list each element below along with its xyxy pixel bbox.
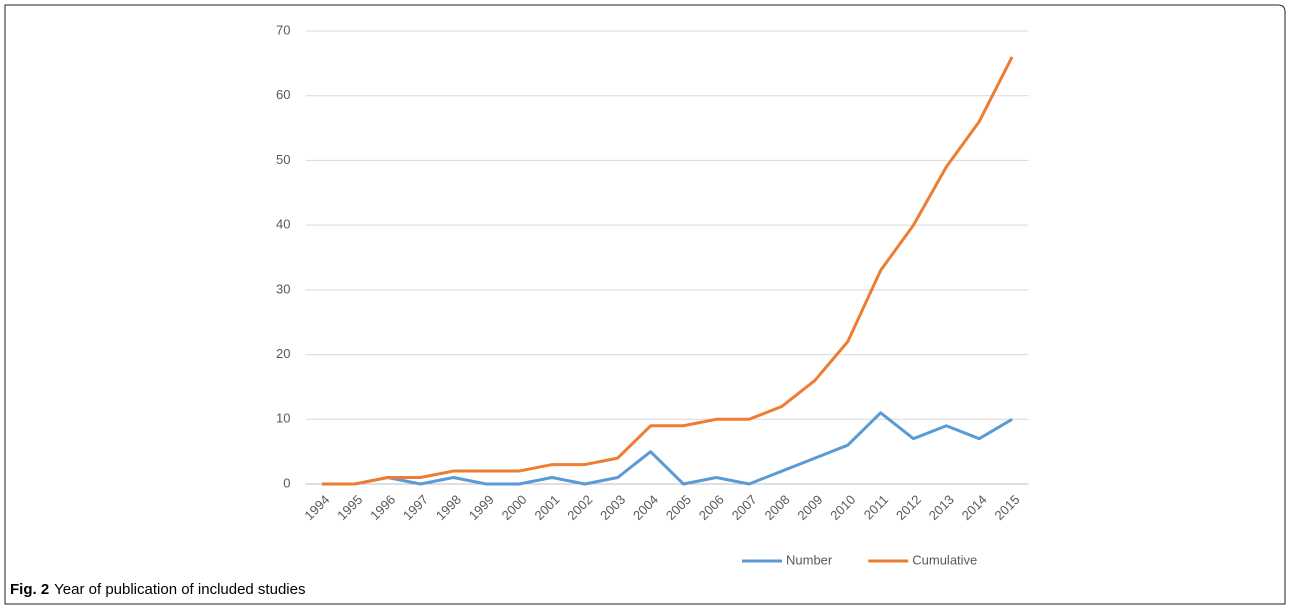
x-tick-label: 2009 bbox=[794, 492, 825, 523]
y-tick-label: 10 bbox=[276, 411, 290, 426]
x-tick-label: 1996 bbox=[367, 492, 398, 523]
x-tick-label: 1998 bbox=[433, 492, 464, 523]
x-tick-label: 2001 bbox=[531, 492, 562, 523]
x-tick-label: 2011 bbox=[861, 492, 891, 522]
legend-label: Cumulative bbox=[912, 552, 977, 567]
x-tick-label: 2004 bbox=[630, 492, 661, 523]
x-tick-label: 1999 bbox=[466, 492, 497, 523]
y-tick-label: 50 bbox=[276, 152, 290, 167]
x-tick-label: 1995 bbox=[334, 492, 365, 523]
x-tick-label: 2002 bbox=[564, 492, 595, 523]
x-tick-label: 2013 bbox=[926, 492, 957, 523]
caption-label: Fig. 2 bbox=[10, 581, 49, 598]
y-tick-label: 40 bbox=[276, 217, 290, 232]
legend-label: Number bbox=[786, 552, 833, 567]
x-tick-label: 2000 bbox=[499, 492, 530, 523]
figure-frame bbox=[4, 4, 1286, 605]
y-tick-label: 0 bbox=[283, 475, 290, 490]
x-tick-label: 2014 bbox=[959, 492, 990, 523]
x-tick-label: 2005 bbox=[663, 492, 694, 523]
x-tick-label: 2003 bbox=[597, 492, 628, 523]
y-tick-label: 60 bbox=[276, 87, 290, 102]
x-tick-label: 2007 bbox=[729, 492, 760, 523]
x-tick-label: 1997 bbox=[400, 492, 431, 523]
y-tick-label: 30 bbox=[276, 281, 290, 296]
x-tick-label: 2010 bbox=[827, 492, 858, 523]
caption-text: Year of publication of included studies bbox=[54, 581, 305, 598]
caption: Fig. 2 Year of publication of included st… bbox=[10, 581, 305, 598]
x-tick-label: 2012 bbox=[893, 492, 924, 523]
x-tick-label: 2008 bbox=[762, 492, 793, 523]
series-line bbox=[321, 411, 1013, 486]
x-tick-label: 1994 bbox=[301, 492, 332, 523]
x-tick-label: 2015 bbox=[992, 492, 1023, 523]
y-tick-label: 70 bbox=[276, 22, 290, 37]
series-line bbox=[321, 56, 1014, 486]
y-tick-label: 20 bbox=[276, 346, 290, 361]
x-tick-label: 2006 bbox=[696, 492, 727, 523]
